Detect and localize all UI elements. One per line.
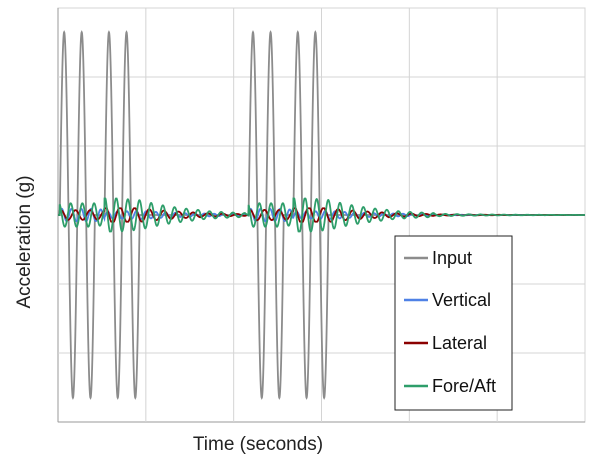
legend-label-lateral: Lateral bbox=[432, 333, 487, 353]
series-line-fore-aft bbox=[58, 197, 585, 233]
legend-label-input: Input bbox=[432, 248, 472, 268]
x-axis-title: Time (seconds) bbox=[193, 434, 323, 455]
legend-label-fore-aft: Fore/Aft bbox=[432, 376, 496, 396]
series-lines bbox=[58, 30, 586, 400]
legend-label-vertical: Vertical bbox=[432, 290, 491, 310]
y-axis-title: Acceleration (g) bbox=[14, 175, 35, 308]
legend: Input Vertical Lateral Fore/Aft bbox=[394, 235, 513, 411]
legend-box bbox=[394, 235, 513, 411]
